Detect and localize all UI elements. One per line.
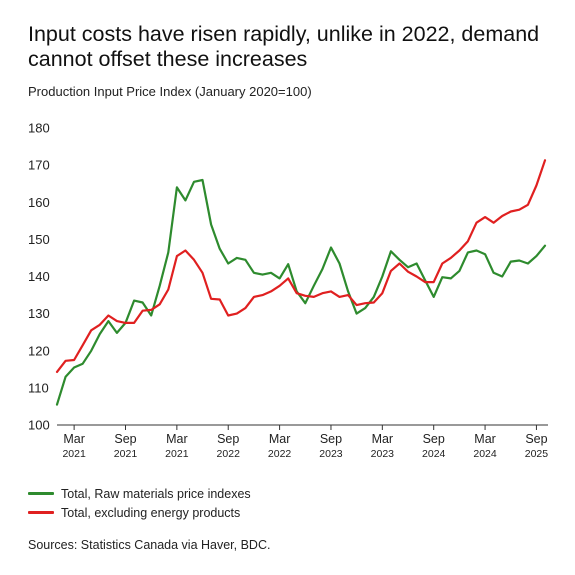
x-tick-month-label: Mar [166, 432, 188, 446]
y-tick-label: 150 [28, 232, 50, 247]
x-tick-month-label: Mar [372, 432, 394, 446]
series-lines [55, 159, 547, 406]
x-tick-month-label: Sep [525, 432, 547, 446]
y-tick-label: 120 [28, 343, 50, 358]
x-tick-year-label: 2024 [422, 448, 446, 460]
legend-label: Total, excluding energy products [61, 505, 241, 520]
y-tick-label: 100 [28, 418, 50, 433]
x-tick-year-label: 2022 [217, 448, 241, 460]
legend-label: Total, Raw materials price indexes [61, 486, 251, 501]
x-tick-month-label: Sep [217, 432, 239, 446]
series-line-excluding-energy [55, 159, 547, 373]
x-tick-year-label: 2021 [165, 448, 189, 460]
x-tick-month-label: Sep [114, 432, 136, 446]
x-tick-month-label: Mar [63, 432, 85, 446]
legend-item-raw-materials: Total, Raw materials price indexes [28, 484, 251, 503]
x-tick-month-label: Sep [423, 432, 445, 446]
chart-subtitle: Production Input Price Index (January 20… [28, 84, 312, 99]
x-tick-year-label: 2025 [525, 448, 549, 460]
chart-legend: Total, Raw materials price indexes Total… [28, 484, 251, 522]
y-tick-label: 130 [28, 306, 50, 321]
x-tick-month-label: Mar [474, 432, 496, 446]
series-line-raw-materials [55, 178, 547, 406]
source-note: Sources: Statistics Canada via Haver, BD… [28, 538, 271, 552]
x-tick-year-label: 2023 [371, 448, 395, 460]
x-tick-year-label: 2021 [114, 448, 138, 460]
legend-swatch-green [28, 492, 54, 495]
x-tick-year-label: 2023 [319, 448, 343, 460]
y-axis-labels: 100 110 120 130 140 150 160 170 180 [28, 121, 50, 433]
legend-swatch-red [28, 511, 54, 514]
y-tick-label: 110 [28, 380, 49, 395]
x-tick-year-label: 2021 [62, 448, 86, 460]
x-axis-ticks: Mar 2021 Sep 2021 Mar 2021 Sep 2022 Mar 2022 Sep 20… [62, 425, 548, 460]
x-tick-year-label: 2024 [473, 448, 497, 460]
y-tick-label: 170 [28, 158, 50, 173]
line-chart: 100 110 120 130 140 150 160 170 180 Mar 2021 Sep 20… [28, 121, 548, 461]
y-tick-label: 140 [28, 269, 50, 284]
x-tick-year-label: 2022 [268, 448, 292, 460]
x-tick-month-label: Sep [320, 432, 342, 446]
x-tick-month-label: Mar [269, 432, 291, 446]
y-tick-label: 180 [28, 121, 50, 136]
chart-title: Input costs have risen rapidly, unlike i… [28, 22, 540, 71]
y-tick-label: 160 [28, 195, 50, 210]
legend-item-excluding-energy: Total, excluding energy products [28, 503, 251, 522]
